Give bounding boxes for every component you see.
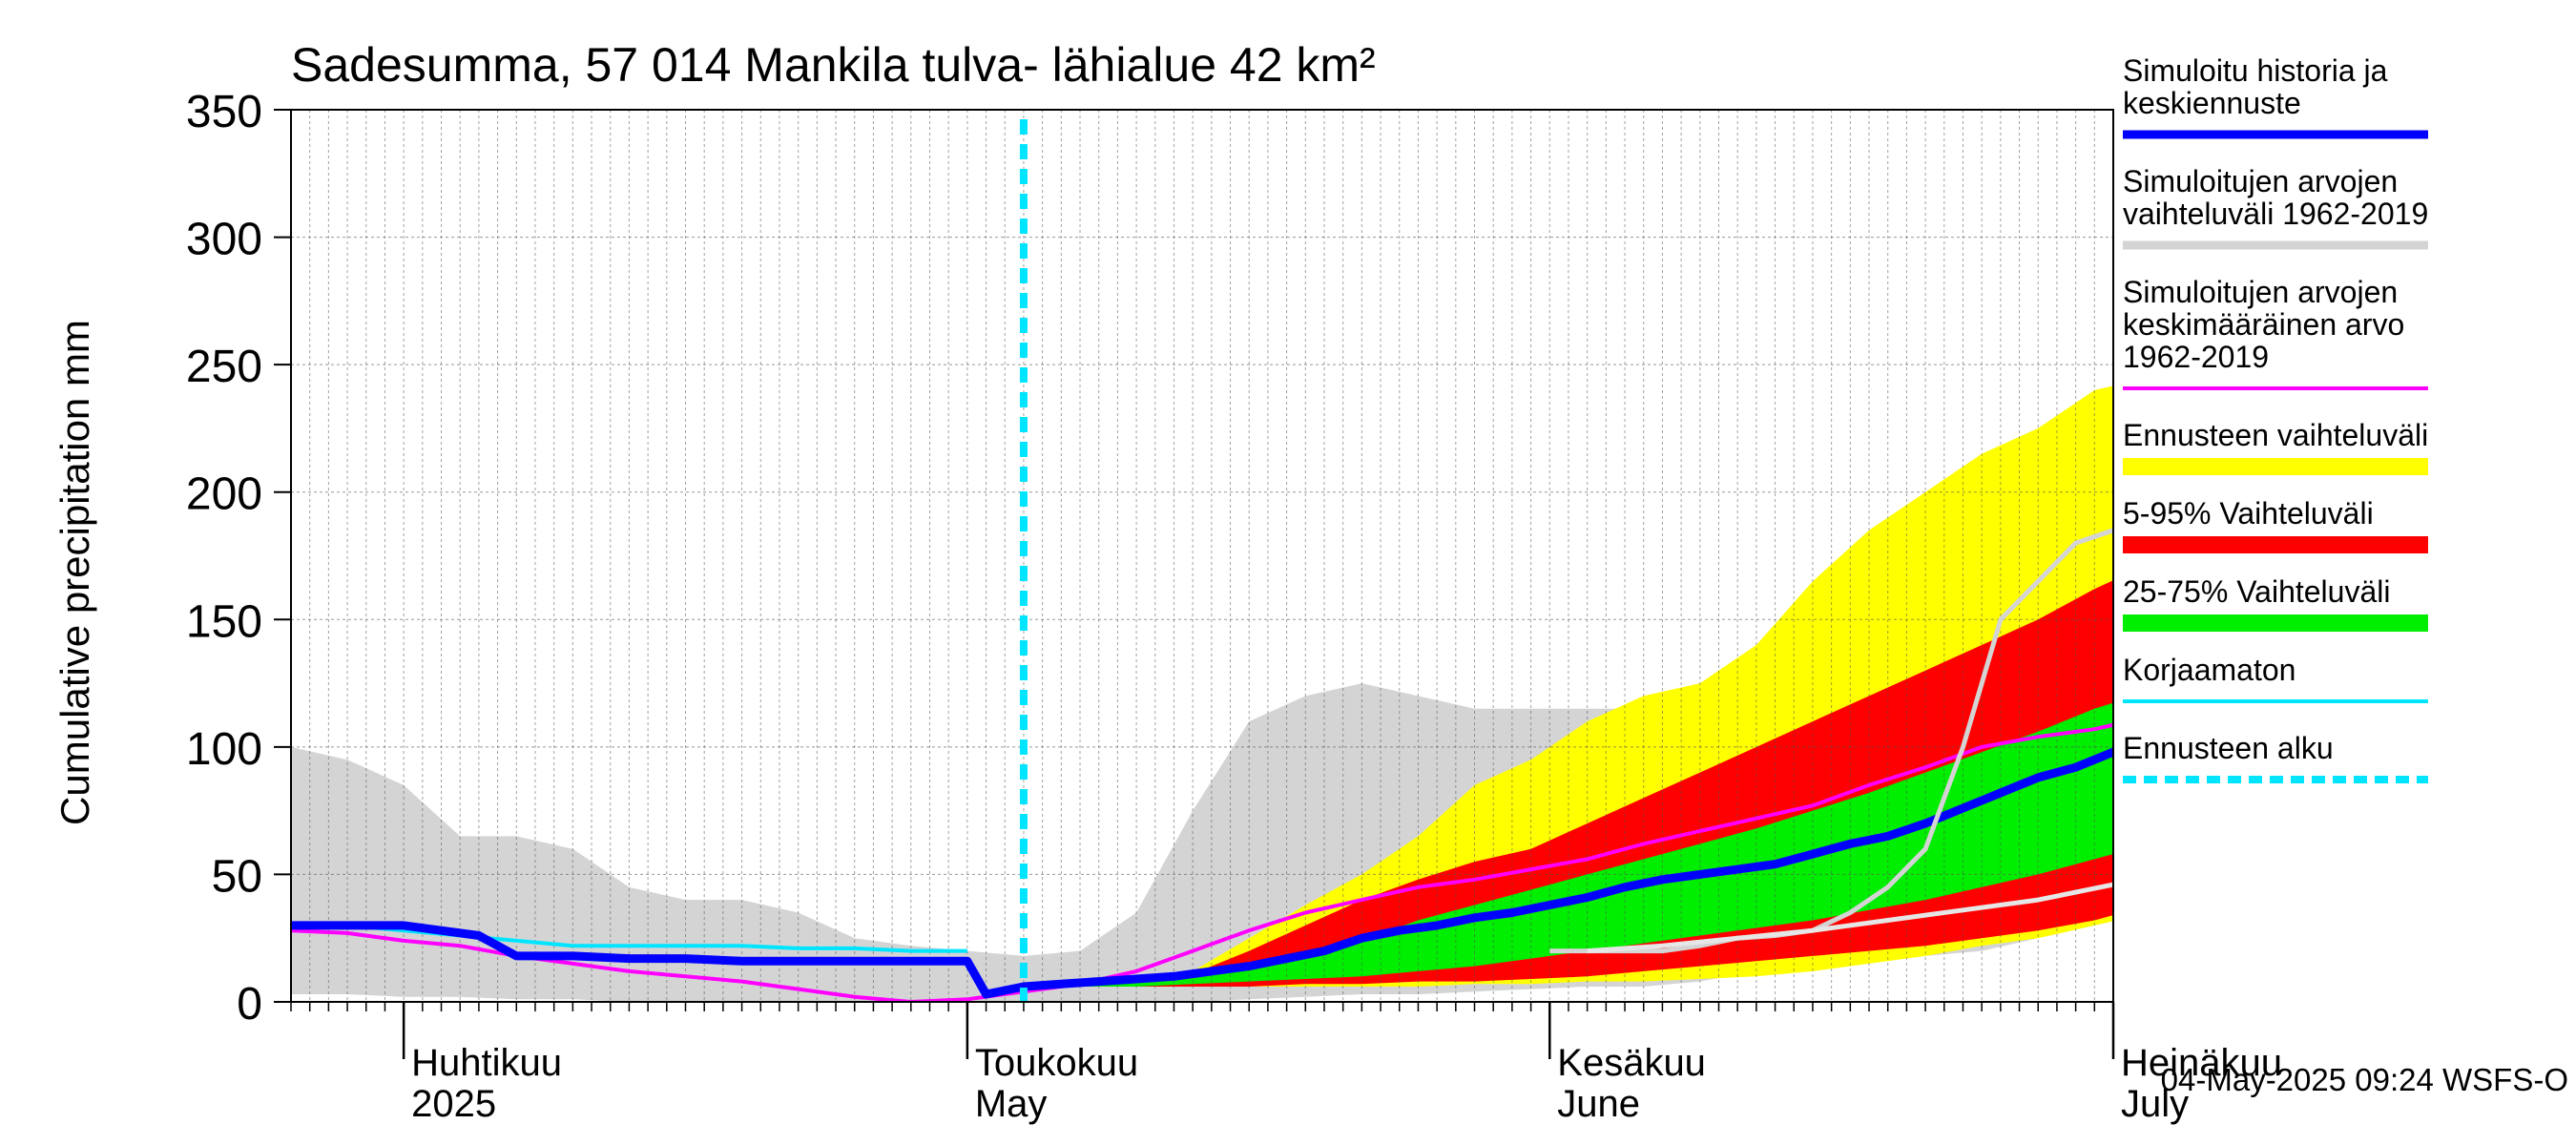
legend-label-7-0: Ennusteen alku <box>2123 731 2334 765</box>
y-tick-label-100: 100 <box>186 724 262 775</box>
series-line-1 <box>291 923 967 953</box>
legend-label-3-0: Ennusteen vaihteluväli <box>2123 418 2428 452</box>
y-tick-label-350: 350 <box>186 87 262 137</box>
y-tick-label-0: 0 <box>237 979 262 1030</box>
chart-title: Sadesumma, 57 014 Mankila tulva- lähialu… <box>291 38 1376 92</box>
series-line-2 <box>291 747 2113 999</box>
month-label-en-2: June <box>1557 1083 1640 1125</box>
series-line-4 <box>1587 882 2113 954</box>
month-label-fi-2: Kesäkuu <box>1557 1042 1706 1084</box>
grid <box>291 110 2113 1002</box>
timestamp: 04-May-2025 09:24 WSFS-O <box>2161 1062 2568 1097</box>
plot-frame <box>290 109 2114 1003</box>
legend-label-4-0: 5-95% Vaihteluväli <box>2123 496 2374 531</box>
legend-label-0-1: keskiennuste <box>2123 86 2301 120</box>
month-label-en-3: July <box>2121 1083 2189 1125</box>
legend-label-2-0: Simuloitujen arvojen <box>2123 275 2398 309</box>
y-tick-label-250: 250 <box>186 342 262 392</box>
legend-label-2-1: keskimääräinen arvo <box>2123 307 2404 342</box>
legend-swatch-5 <box>2123 614 2428 632</box>
legend-label-2-2: 1962-2019 <box>2123 340 2269 374</box>
y-axis-label: Cumulative precipitation mm <box>52 320 97 825</box>
y-tick-label-50: 50 <box>212 851 262 902</box>
legend-label-0-0: Simuloitu historia ja <box>2123 53 2388 88</box>
legend-swatch-4 <box>2123 536 2428 553</box>
month-label-fi-1: Toukokuu <box>975 1042 1138 1084</box>
legend-swatch-3 <box>2123 458 2428 475</box>
month-label-fi-3: Heinäkuu <box>2121 1042 2282 1084</box>
plot-layers <box>291 110 2113 1002</box>
legend-label-1-0: Simuloitujen arvojen <box>2123 164 2398 198</box>
y-tick-label-200: 200 <box>186 469 262 520</box>
series-line-0 <box>291 722 2113 1002</box>
month-label-en-1: May <box>975 1083 1048 1125</box>
y-tick-label-300: 300 <box>186 215 262 265</box>
month-label-fi-0: Huhtikuu <box>411 1042 562 1084</box>
month-label-en-0: 2025 <box>411 1083 496 1125</box>
legend-label-6-0: Korjaamaton <box>2123 653 2296 687</box>
legend-label-5-0: 25-75% Vaihteluväli <box>2123 574 2390 609</box>
legend-label-1-1: vaihteluväli 1962-2019 <box>2123 197 2428 231</box>
y-tick-label-150: 150 <box>186 596 262 647</box>
